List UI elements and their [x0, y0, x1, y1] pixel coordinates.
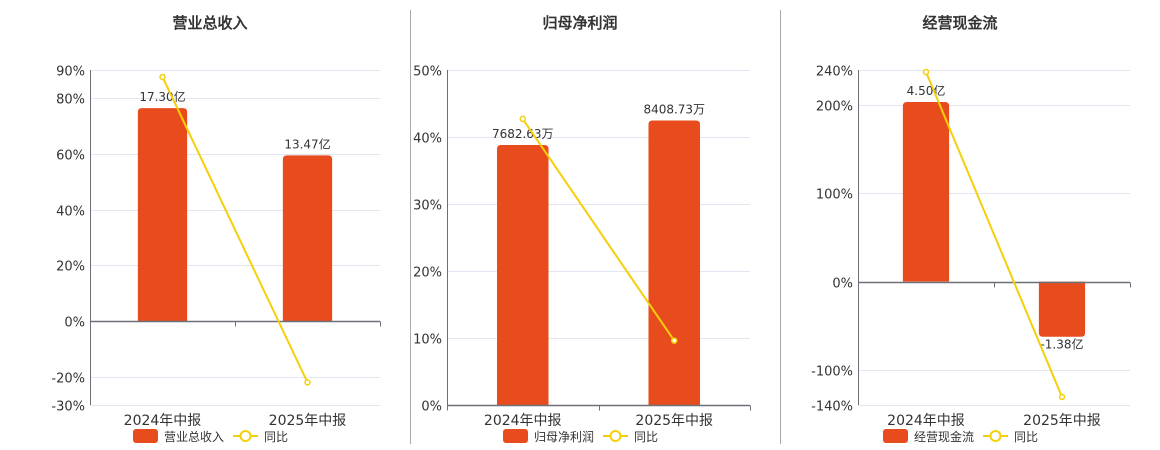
x-tick-label: 2025年中报	[1023, 413, 1101, 429]
x-tick-label: 2024年中报	[887, 413, 965, 429]
legend-line-label: 同比	[1014, 430, 1038, 444]
y-tick-label: -140%	[811, 400, 853, 415]
chart-title: 经营现金流	[922, 14, 997, 32]
legend-line-marker	[609, 430, 622, 442]
bar	[1038, 281, 1086, 337]
yoy-point	[159, 73, 166, 81]
y-tick-label: 40%	[56, 205, 85, 220]
legend-line-marker	[989, 430, 1002, 442]
y-tick-label: 10%	[413, 333, 442, 348]
yoy-line	[521, 118, 676, 342]
bar-data-label: 17.30亿	[139, 89, 185, 104]
y-tick-label: 0%	[421, 400, 442, 415]
y-tick-label: 80%	[56, 93, 85, 108]
yoy-point	[304, 379, 311, 386]
chart-1: 营业总收入 90% 80% 60% 40% 20% 0% -20% -30% 17.30亿 2024…	[51, 14, 381, 444]
x-tick-label: 2025年中报	[635, 413, 713, 429]
x-tick-label: 2025年中报	[269, 413, 347, 429]
y-tick-label: 200%	[816, 100, 853, 115]
bar-data-label: 8408.73万	[643, 102, 705, 116]
y-tick-label: -100%	[811, 365, 853, 380]
legend-bar-label: 经营现金流	[914, 429, 974, 444]
y-tick-label: 60%	[56, 149, 85, 164]
y-tick-label: -20%	[51, 372, 85, 387]
y-tick-label: 30%	[413, 199, 442, 214]
y-tick-label: 90%	[56, 65, 85, 80]
legend-line-label: 同比	[264, 430, 288, 444]
chart-title: 归母净利润	[542, 14, 617, 32]
yoy-point	[519, 115, 526, 123]
legend-bar-swatch	[883, 429, 908, 443]
legend-line-marker	[239, 430, 252, 442]
y-tick-label: 20%	[413, 266, 442, 281]
bar-data-label: 4.50亿	[907, 83, 946, 98]
bar	[496, 145, 549, 405]
bar-data-label: -1.38亿	[1040, 337, 1083, 352]
legend-bar-label: 营业总收入	[164, 430, 224, 444]
legend: 归母净利润 同比	[503, 429, 658, 444]
y-tick-label: 50%	[413, 65, 442, 80]
x-tick-label: 2024年中报	[124, 413, 202, 429]
bar	[137, 108, 188, 322]
legend-bar-swatch	[133, 429, 158, 443]
yoy-line	[161, 76, 309, 383]
chart-title: 营业总收入	[172, 14, 247, 32]
legend-line-label: 同比	[634, 430, 658, 444]
bar-data-label: 7682.63万	[492, 127, 554, 141]
bar	[282, 155, 333, 322]
yoy-point	[1058, 393, 1066, 401]
yoy-line	[925, 71, 1063, 398]
y-tick-label: -30%	[51, 400, 85, 415]
x-tick-label: 2024年中报	[484, 413, 562, 429]
y-tick-label: 20%	[56, 260, 85, 275]
y-tick-label: 0%	[832, 277, 853, 292]
legend-bar-label: 归母净利润	[534, 430, 594, 444]
legend: 经营现金流 同比	[883, 429, 1038, 444]
y-tick-label: 240%	[816, 65, 853, 80]
legend-bar-swatch	[503, 429, 528, 443]
chart-3: 经营现金流 240% 200% 100% 0% -100% -140% 4.50亿 2024年中…	[811, 14, 1131, 444]
bar-data-label: 13.47亿	[284, 136, 330, 151]
yoy-point	[922, 68, 930, 76]
yoy-point	[671, 337, 678, 344]
chart-2: 归母净利润 50% 40% 30% 20% 10% 0% 7682.63万 2024年中报 840…	[413, 14, 751, 444]
y-tick-label: 0%	[64, 316, 85, 331]
y-tick-label: 100%	[816, 188, 853, 203]
y-tick-label: 40%	[413, 132, 442, 147]
legend: 营业总收入 同比	[133, 429, 288, 444]
bar	[902, 101, 950, 282]
bar	[648, 120, 701, 406]
